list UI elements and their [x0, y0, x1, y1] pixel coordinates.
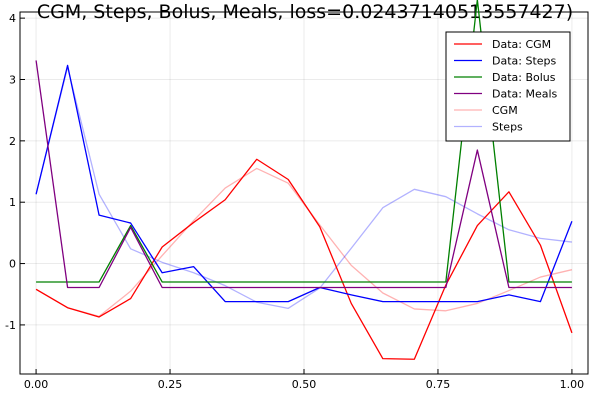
y-tick-label: 2 — [9, 135, 16, 148]
y-tick-label: -1 — [5, 319, 16, 332]
legend-box — [445, 31, 571, 142]
x-tick-label: 0.25 — [158, 378, 183, 391]
x-tick-label: 0.50 — [292, 378, 317, 391]
series-line-data-cgm — [35, 158, 573, 360]
y-tick-label: 4 — [9, 12, 16, 25]
axes: 0.00 0.25 0.50 0.75 1.00 -1 0 1 2 3 4 — [5, 12, 584, 391]
legend-label: Data: CGM — [492, 38, 551, 51]
legend-label: Data: Bolus — [492, 71, 556, 84]
x-tick-label: 1.00 — [560, 378, 585, 391]
x-tick-label: 0.75 — [426, 378, 451, 391]
series-line-steps — [35, 66, 572, 310]
legend-label: Steps — [492, 121, 523, 134]
legend-label: Data: Steps — [492, 55, 557, 68]
legend-label: Data: Meals — [492, 88, 558, 101]
legend: Data: CGM Data: Steps Data: Bolus Data: Mea… — [445, 31, 571, 142]
x-tick-label: 0.00 — [24, 378, 49, 391]
series-line-data-meals — [35, 60, 572, 289]
y-tick-label: 3 — [9, 73, 16, 86]
y-tick-label: 1 — [9, 196, 16, 209]
legend-label: CGM — [492, 104, 518, 117]
y-tick-label: 0 — [9, 258, 16, 271]
series-line-data-steps — [35, 64, 573, 303]
